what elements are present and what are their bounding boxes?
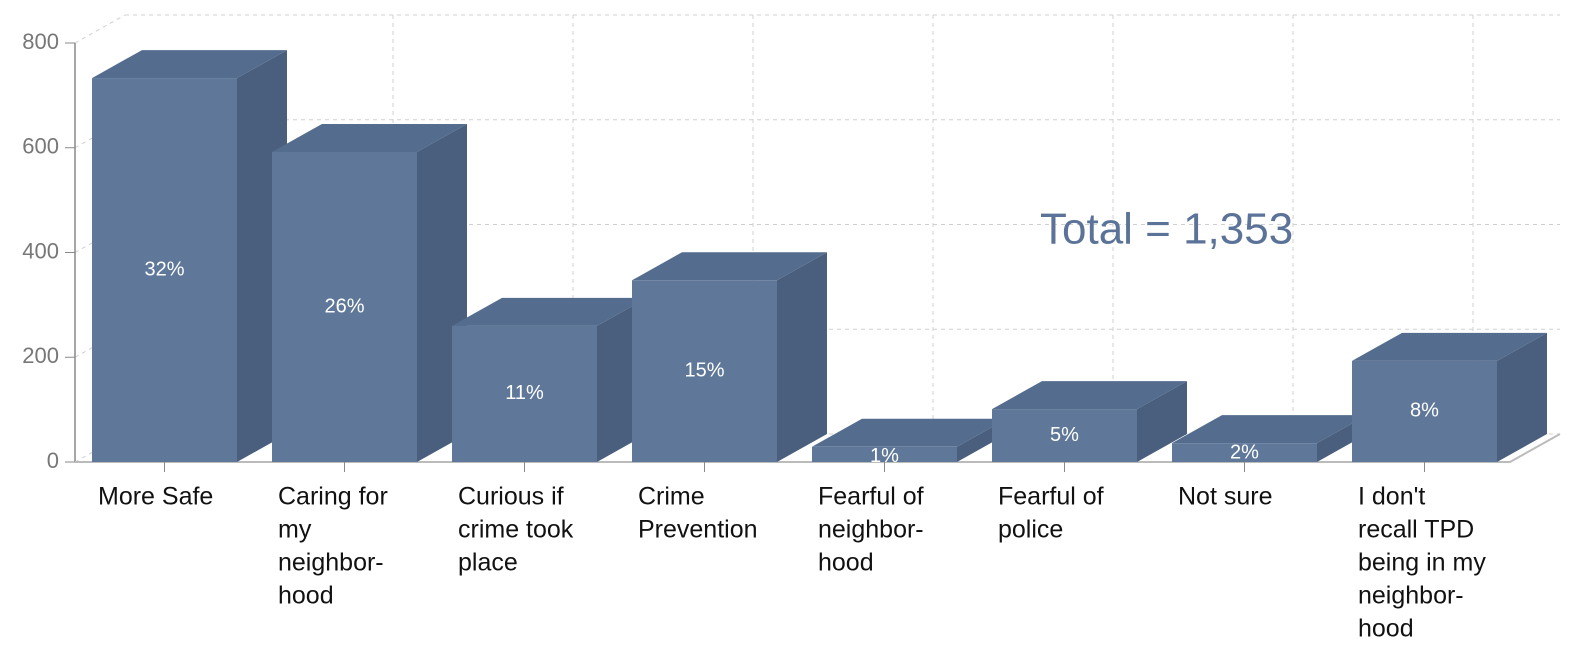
bar-side (1137, 381, 1187, 462)
data-label: 2% (1230, 441, 1259, 463)
x-tick-label: hood (1358, 615, 1414, 643)
bar (992, 409, 1137, 462)
bar-top (452, 297, 647, 326)
grid-line-side (74, 14, 126, 44)
x-tick-label: neighbor- (278, 549, 384, 577)
y-tick-label: 200 (22, 343, 59, 368)
bar-top (272, 123, 467, 152)
data-label: 8% (1410, 400, 1439, 422)
bar-side (777, 252, 827, 462)
bar-top (1352, 332, 1547, 361)
bar (452, 325, 597, 462)
data-label: 32% (144, 258, 184, 280)
x-tick-label: Fearful of (818, 483, 924, 511)
bar (92, 78, 237, 462)
x-tick-label: Fearful of (998, 483, 1104, 511)
bar (1172, 443, 1317, 462)
data-label: 26% (324, 295, 364, 317)
annotation: Total = 1,353 (1040, 205, 1293, 254)
data-label: 11% (505, 382, 544, 404)
bar (812, 446, 957, 462)
bar-top (1172, 415, 1367, 444)
data-label: 15% (684, 359, 724, 381)
y-tick-label: 800 (22, 29, 59, 54)
x-tick-label: crime took (458, 516, 574, 544)
bar-top (632, 252, 827, 281)
bar (632, 280, 777, 462)
x-tick-label: place (458, 549, 518, 577)
x-tick-label: I don't (1358, 483, 1425, 511)
x-tick-label: Crime (638, 483, 705, 511)
bar (1352, 360, 1497, 462)
y-tick-label: 0 (47, 448, 59, 473)
bar-top (812, 418, 1007, 447)
x-tick-label: my (278, 516, 312, 544)
x-tick-label: being in my (1358, 549, 1486, 577)
x-tick-label: recall TPD (1358, 516, 1474, 544)
x-tick-label: hood (278, 582, 334, 610)
bar-side (1497, 332, 1547, 462)
grid-line-side (74, 119, 126, 149)
x-tick-label: Not sure (1178, 483, 1272, 511)
grid-line-side (74, 433, 126, 463)
bar (272, 151, 417, 462)
x-tick-label: hood (818, 549, 874, 577)
bar-top (992, 381, 1187, 410)
x-tick-label: Curious if (458, 483, 564, 511)
data-label: 1% (870, 445, 899, 467)
x-tick-label: neighbor- (1358, 582, 1464, 610)
x-tick-label: neighbor- (818, 516, 924, 544)
grid-line-side (74, 328, 126, 358)
x-tick-label: Caring for (278, 483, 388, 511)
grid-line-side (74, 224, 126, 253)
x-tick-label: Prevention (638, 516, 758, 544)
data-label: 5% (1050, 424, 1079, 446)
y-tick-label: 400 (22, 238, 59, 263)
x-tick-label: police (998, 516, 1063, 544)
bar-top (92, 50, 287, 79)
x-tick-label: More Safe (98, 483, 213, 511)
y-tick-label: 600 (22, 134, 59, 159)
